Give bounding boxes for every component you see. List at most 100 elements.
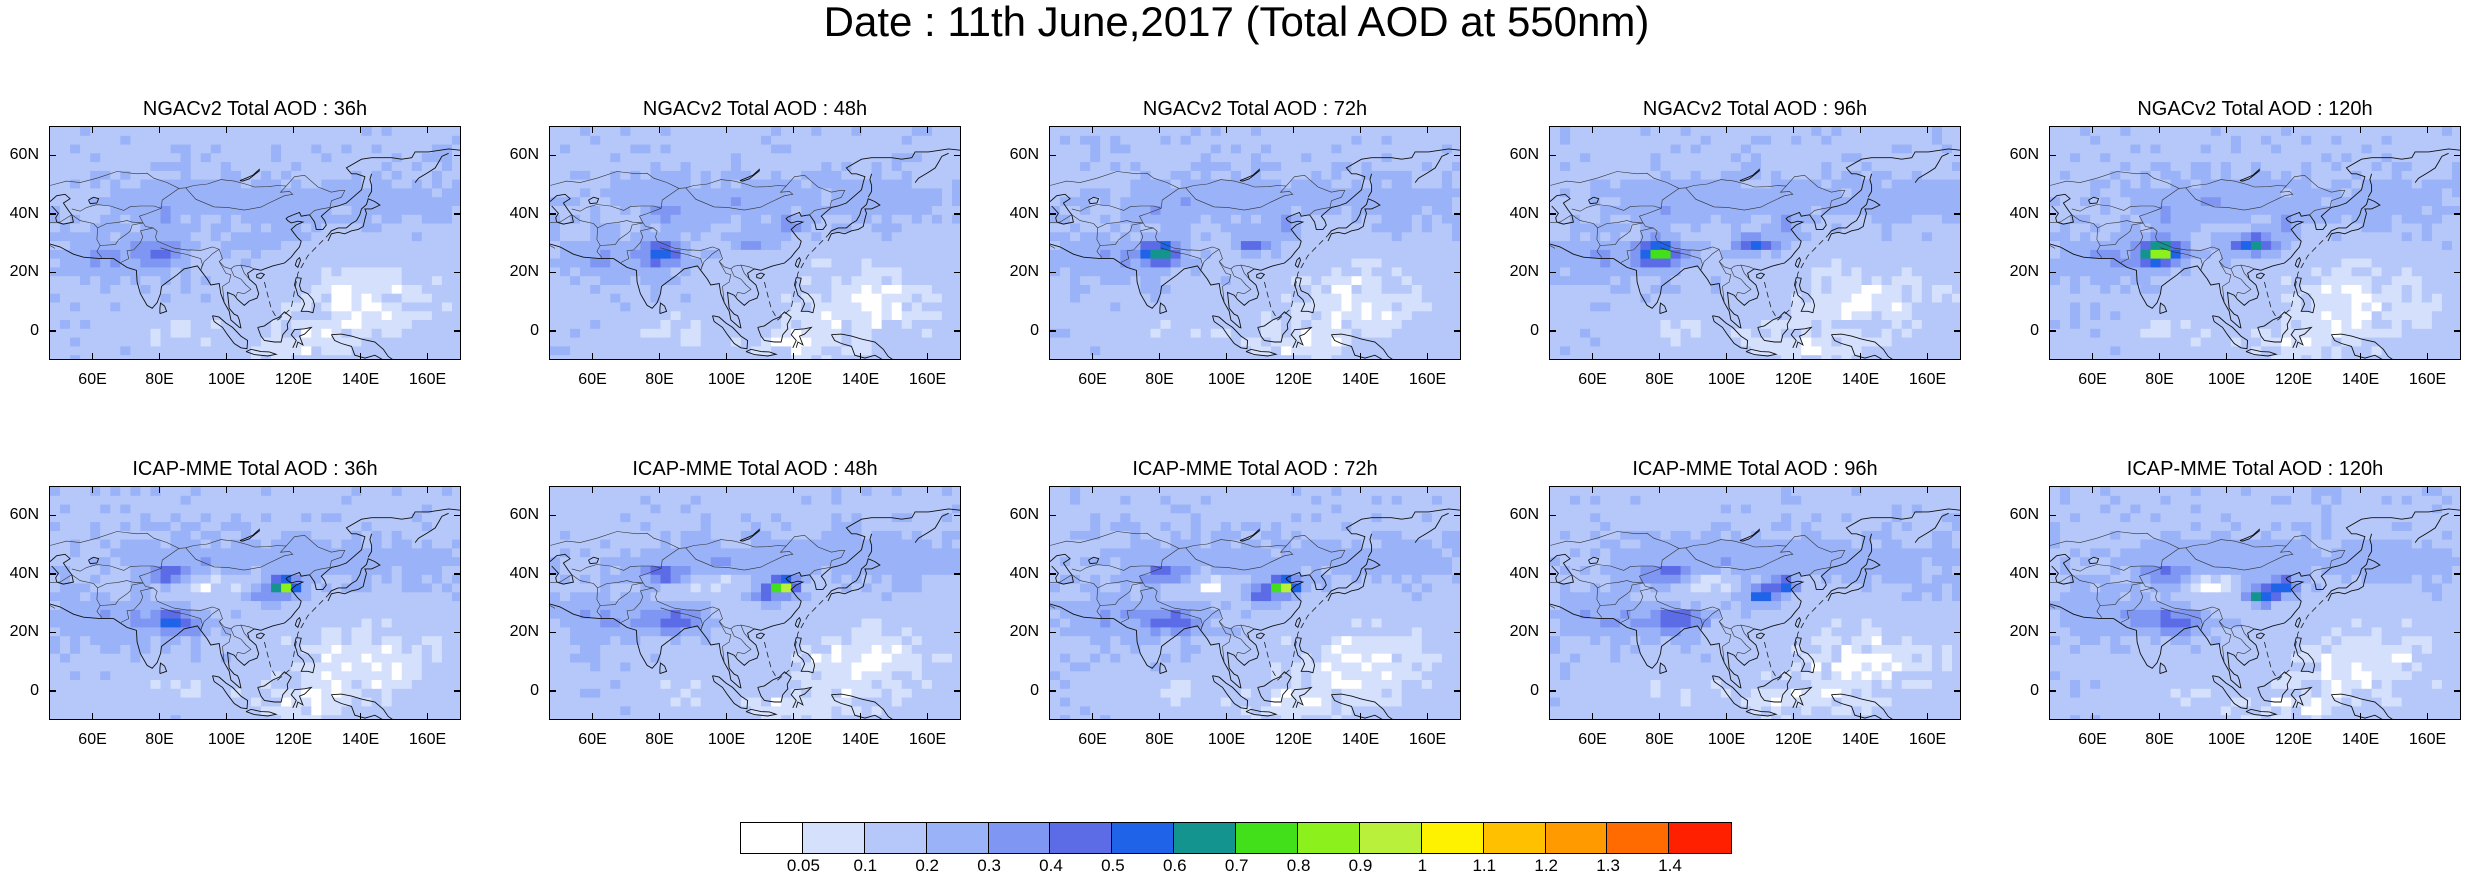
lat-tick (954, 213, 961, 215)
aod-map (549, 486, 961, 720)
lon-tick-label: 160E (1398, 372, 1458, 388)
colorbar-label: 1.1 (1454, 857, 1514, 874)
lat-tick-label: 0 (1989, 323, 2039, 339)
lon-tick (726, 353, 728, 360)
aod-map (2049, 126, 2461, 360)
colorbar-label: 1.3 (1578, 857, 1638, 874)
lat-tick (1454, 272, 1461, 274)
lon-tick (1592, 486, 1594, 493)
lon-tick-label: 140E (2331, 372, 2391, 388)
lon-tick (1927, 713, 1929, 720)
lon-tick (1226, 713, 1228, 720)
colorbar-swatch (1360, 823, 1422, 853)
lat-tick (2454, 155, 2461, 157)
lat-tick (549, 573, 556, 575)
lon-tick-label: 160E (898, 372, 958, 388)
aod-map (49, 126, 461, 360)
lat-tick (49, 272, 56, 274)
lon-tick-label: 140E (331, 732, 391, 748)
lat-tick-label: 40N (989, 566, 1039, 582)
lon-tick (659, 713, 661, 720)
lon-tick-label: 100E (2197, 732, 2257, 748)
lon-tick-label: 140E (1331, 372, 1391, 388)
colorbar-swatch (1484, 823, 1546, 853)
lon-tick (1726, 713, 1728, 720)
lon-tick-label: 60E (1063, 372, 1123, 388)
lon-tick (1659, 126, 1661, 133)
lat-tick (1954, 272, 1961, 274)
lat-tick (1954, 690, 1961, 692)
lon-tick (159, 353, 161, 360)
lat-tick (1549, 690, 1556, 692)
lat-tick (549, 330, 556, 332)
lat-tick (454, 213, 461, 215)
lat-tick-label: 0 (489, 683, 539, 699)
lat-tick (1549, 515, 1556, 517)
lon-tick-label: 100E (697, 372, 757, 388)
colorbar-label: 0.2 (897, 857, 957, 874)
lat-tick-label: 40N (489, 566, 539, 582)
lat-tick (2454, 330, 2461, 332)
colorbar-label: 0.3 (959, 857, 1019, 874)
lat-tick (2049, 272, 2056, 274)
lon-tick (2427, 353, 2429, 360)
lon-tick (1860, 713, 1862, 720)
panel-title: NGACv2 Total AOD : 72h (1049, 98, 1461, 120)
lat-tick (1954, 155, 1961, 157)
lat-tick-label: 0 (0, 683, 39, 699)
lon-tick (726, 486, 728, 493)
colorbar-swatch (1050, 823, 1112, 853)
panel-title: ICAP-MME Total AOD : 96h (1549, 458, 1961, 480)
aod-map (1549, 486, 1961, 720)
lon-tick (927, 713, 929, 720)
lon-tick (592, 353, 594, 360)
lon-tick-label: 60E (1563, 372, 1623, 388)
lat-tick (49, 690, 56, 692)
lon-tick (427, 486, 429, 493)
lon-tick-label: 160E (898, 732, 958, 748)
lat-tick-label: 20N (1989, 264, 2039, 280)
lon-tick (1226, 353, 1228, 360)
lon-tick-label: 80E (2130, 372, 2190, 388)
lon-tick (1427, 126, 1429, 133)
lat-tick (2454, 690, 2461, 692)
lon-tick-label: 60E (1563, 732, 1623, 748)
lat-tick (549, 515, 556, 517)
lon-tick-label: 60E (563, 732, 623, 748)
lon-tick (293, 486, 295, 493)
lon-tick-label: 120E (2264, 372, 2324, 388)
lon-tick (1226, 486, 1228, 493)
aod-field-svg (2050, 487, 2461, 720)
lat-tick-label: 20N (989, 624, 1039, 640)
lon-tick-label: 80E (130, 372, 190, 388)
lon-tick (360, 353, 362, 360)
aod-field-svg (1050, 487, 1461, 720)
panel-title: ICAP-MME Total AOD : 72h (1049, 458, 1461, 480)
colorbar-label: 0.4 (1021, 857, 1081, 874)
lat-tick-label: 0 (1489, 323, 1539, 339)
lat-tick-label: 40N (1989, 206, 2039, 222)
lon-tick (1793, 713, 1795, 720)
lon-tick-label: 160E (2398, 372, 2458, 388)
lat-tick-label: 60N (489, 147, 539, 163)
lon-tick (1092, 486, 1094, 493)
colorbar-label: 0.9 (1331, 857, 1391, 874)
lat-tick (2049, 213, 2056, 215)
lon-tick (226, 126, 228, 133)
lat-tick (1954, 573, 1961, 575)
lon-tick (1793, 126, 1795, 133)
lat-tick (49, 515, 56, 517)
panel-title: ICAP-MME Total AOD : 36h (49, 458, 461, 480)
aod-field-svg (50, 487, 461, 720)
lat-tick (1454, 155, 1461, 157)
lon-tick (726, 126, 728, 133)
colorbar-swatch (1422, 823, 1484, 853)
aod-field-svg (1550, 487, 1961, 720)
lat-tick-label: 60N (989, 507, 1039, 523)
lon-tick (226, 486, 228, 493)
lat-tick (549, 213, 556, 215)
